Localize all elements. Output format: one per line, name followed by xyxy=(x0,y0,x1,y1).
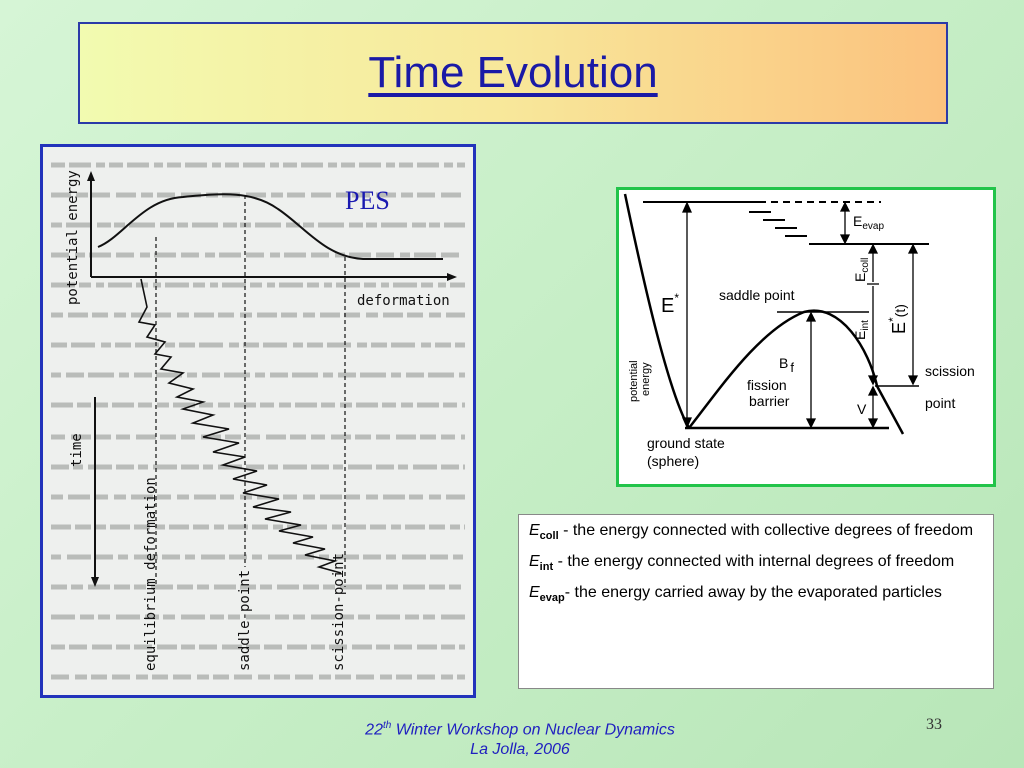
fission-figure-svg: E* Eevap Ecoll Eint E*(t) saddle point B… xyxy=(623,193,975,469)
fission-figure: E* Eevap Ecoll Eint E*(t) saddle point B… xyxy=(616,187,996,487)
marker-label-saddle: saddle-point xyxy=(237,570,253,671)
page-number: 33 xyxy=(926,716,942,733)
arrow-e-star-t-head-top xyxy=(907,243,919,254)
definition-item: Eevap- the energy carried away by the ev… xyxy=(529,584,942,605)
pes-label: PES xyxy=(345,186,390,215)
pe-axis-arrow xyxy=(87,171,95,181)
arrow-e-evap-head-bottom xyxy=(839,234,851,245)
arrow-e-star-head-top xyxy=(681,201,693,213)
arrow-barrier-head-bottom xyxy=(805,418,817,429)
pes-figure-svg: PES potential energy deformation time eq… xyxy=(51,162,465,680)
marker-label-equilibrium: equilibrium deformation xyxy=(143,477,159,671)
arrow-barrier-head-top xyxy=(805,311,817,322)
background-text-texture xyxy=(51,162,465,680)
title-box: Time Evolution xyxy=(78,22,948,124)
arrow-e-star-t-head-bottom xyxy=(907,375,919,386)
label-ground-state: ground state xyxy=(647,435,725,451)
time-axis-arrow xyxy=(91,577,99,587)
pes-figure: PES potential energy deformation time eq… xyxy=(40,144,476,698)
y-axis-label: potential energy xyxy=(65,170,81,305)
label-barrier: barrier xyxy=(749,393,790,409)
footer-line-1: 22th Winter Workshop on Nuclear Dynamics xyxy=(365,720,675,739)
slide-title: Time Evolution xyxy=(368,48,658,97)
label-saddle-point: saddle point xyxy=(719,287,795,303)
footer-line-2: La Jolla, 2006 xyxy=(470,741,570,759)
x-axis-label: deformation xyxy=(357,293,450,309)
arrow-e-evap-head-top xyxy=(839,201,851,212)
label-scission: scission xyxy=(925,363,975,379)
label-e-star: E* xyxy=(661,291,679,317)
label-v: V xyxy=(857,401,867,417)
label-potential: potential xyxy=(628,360,640,402)
definition-item: Eint - the energy connected with interna… xyxy=(529,553,955,574)
trajectory-line xyxy=(137,278,342,574)
label-energy: energy xyxy=(640,362,652,396)
deformation-axis-arrow xyxy=(447,273,457,281)
arrow-e-coll-head xyxy=(867,243,879,254)
marker-label-scission: scission-point xyxy=(331,553,347,671)
arrow-v-head-top xyxy=(867,385,879,396)
definition-item: Ecoll - the energy connected with collec… xyxy=(529,522,974,543)
time-axis-label: time xyxy=(69,433,85,467)
label-fission: fission xyxy=(747,377,787,393)
label-e-coll: Ecoll xyxy=(852,258,871,282)
label-sphere: (sphere) xyxy=(647,453,699,469)
footer: 22th Winter Workshop on Nuclear Dynamics… xyxy=(290,716,750,760)
potential-curve xyxy=(97,193,443,260)
definitions-box: Ecoll - the energy connected with collec… xyxy=(518,514,994,689)
label-e-int: Eint xyxy=(852,320,871,340)
label-e-star-t: E*(t) xyxy=(886,304,909,334)
arrow-e-star-head-bottom xyxy=(681,417,693,429)
well-left-curve xyxy=(623,193,691,429)
label-point: point xyxy=(925,395,955,411)
arrow-v-head-bottom xyxy=(867,418,879,429)
label-e-evap: Eevap xyxy=(853,213,884,232)
arrow-e-int-head xyxy=(867,375,879,386)
